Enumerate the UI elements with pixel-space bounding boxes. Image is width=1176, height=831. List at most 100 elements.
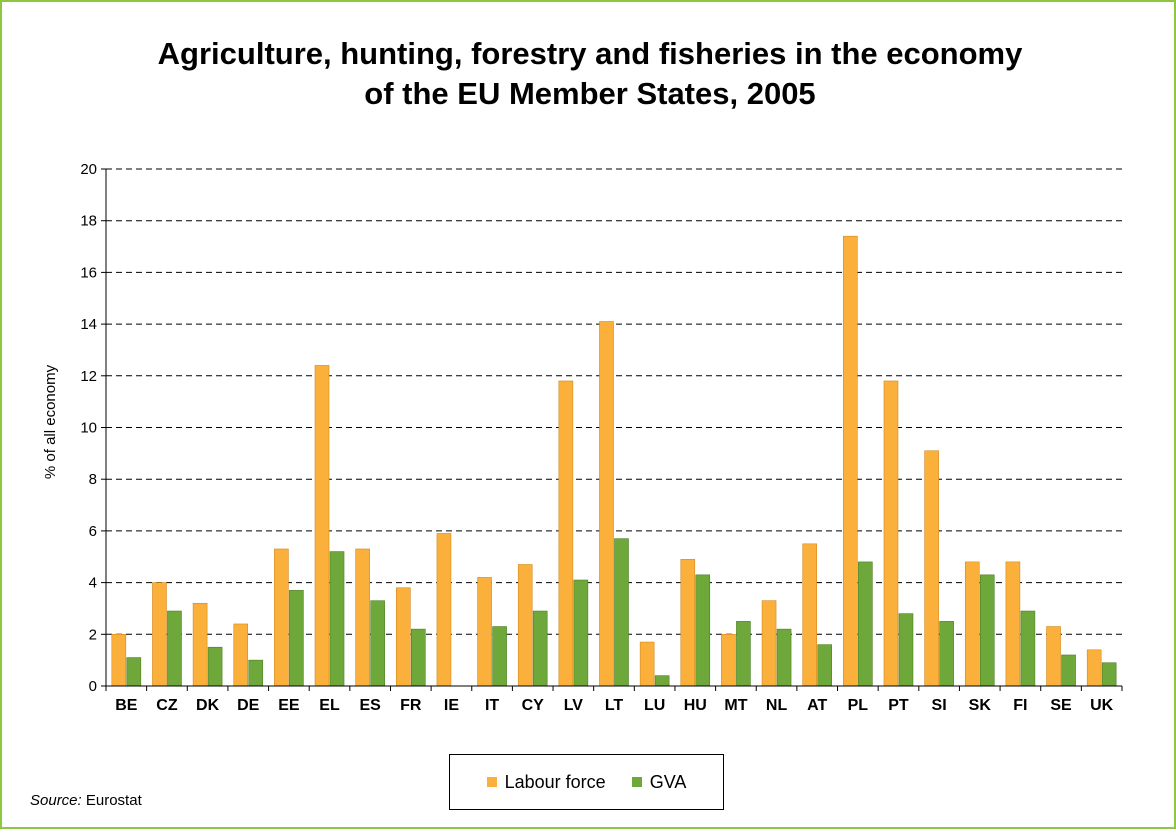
legend-label-gva: GVA (649, 771, 687, 792)
x-category-label: DK (196, 697, 220, 714)
bar-labour-force-hu (680, 559, 696, 687)
x-category-label: LT (605, 697, 624, 714)
bar-gva-fr (410, 628, 426, 687)
x-category-label: LV (564, 697, 584, 714)
bar-gva-pt (898, 613, 914, 687)
x-category-label: SI (932, 697, 947, 714)
x-category-label: CY (522, 697, 545, 714)
bar-labour-force-cy (517, 564, 533, 687)
bar-labour-force-dk (192, 602, 208, 687)
x-category-label: IT (485, 697, 499, 714)
y-tick-label: 20 (80, 161, 97, 178)
legend-swatch-labour-force (486, 777, 497, 787)
bar-gva-hu (695, 574, 711, 687)
x-category-label: EE (278, 697, 300, 714)
bar-gva-de (248, 659, 264, 687)
x-category-label: SE (1050, 697, 1072, 714)
bar-labour-force-lt (599, 321, 614, 687)
source-label: Source: (30, 792, 82, 809)
y-tick-labels: 0 2 4 6 8 10 12 14 16 18 20 (80, 161, 97, 695)
y-tick-label: 6 (89, 523, 97, 540)
x-category-label: ES (359, 697, 381, 714)
legend-label-labour-force: Labour force (504, 771, 606, 792)
x-category-label: UK (1090, 697, 1114, 714)
bar-labour-force-es (355, 548, 370, 687)
bars (111, 235, 1117, 687)
bar-labour-force-fi (1005, 561, 1021, 687)
bar-gva-dk (207, 646, 223, 687)
bar-gva-es (370, 600, 385, 687)
x-category-label: PL (848, 697, 869, 714)
x-category-label: FI (1013, 697, 1027, 714)
axes (101, 168, 1123, 691)
bar-labour-force-de (233, 623, 249, 687)
x-category-label: IE (444, 697, 459, 714)
bar-labour-force-ie (436, 533, 452, 687)
x-category-label: CZ (156, 697, 178, 714)
x-category-label: FR (400, 697, 422, 714)
bar-gva-el (329, 551, 345, 687)
chart-title-line-2: of the EU Member States, 2005 (364, 76, 816, 111)
y-tick-label: 10 (80, 420, 97, 437)
bar-labour-force-nl (761, 600, 777, 687)
bar-labour-force-el (314, 365, 330, 687)
bar-labour-force-lv (558, 380, 574, 687)
x-category-label: LU (644, 697, 665, 714)
chart-title-line-1: Agriculture, hunting, forestry and fishe… (157, 36, 1023, 71)
y-tick-label: 0 (89, 678, 97, 695)
bar-gva-lt (614, 538, 629, 687)
x-category-label: HU (684, 697, 707, 714)
bar-gva-uk (1101, 662, 1117, 687)
y-axis-label: % of all economy (42, 364, 59, 479)
bar-labour-force-mt (721, 633, 736, 687)
bar-labour-force-pt (883, 380, 899, 687)
bar-labour-force-be (111, 633, 127, 687)
bar-gva-lu (654, 675, 670, 687)
x-category-label: MT (724, 697, 747, 714)
bar-labour-force-si (924, 450, 939, 687)
bar-gva-lv (573, 579, 589, 687)
bar-gva-cz (167, 610, 182, 687)
bar-labour-force-ee (274, 548, 289, 687)
bar-labour-force-fr (395, 587, 411, 687)
legend-item-gva: GVA (631, 771, 687, 793)
bar-labour-force-pl (843, 235, 858, 687)
bar-gva-se (1061, 654, 1076, 687)
chart-title: Agriculture, hunting, forestry and fishe… (2, 34, 1176, 114)
y-tick-label: 18 (80, 213, 97, 230)
x-category-label: AT (807, 697, 827, 714)
y-tick-label: 12 (80, 368, 97, 385)
bar-labour-force-at (802, 543, 818, 687)
bar-labour-force-uk (1086, 649, 1102, 687)
bar-labour-force-cz (152, 582, 167, 687)
x-category-label: SK (969, 697, 992, 714)
legend: Labour force GVA (449, 754, 724, 810)
y-tick-label: 8 (89, 471, 97, 488)
bar-labour-force-lu (639, 641, 655, 687)
bar-gva-mt (736, 621, 751, 687)
x-category-label: NL (766, 697, 788, 714)
y-tick-label: 4 (89, 575, 97, 592)
bar-gva-ee (289, 590, 304, 687)
legend-item-labour-force: Labour force (486, 771, 606, 793)
x-category-label: PT (888, 697, 909, 714)
bar-gva-fi (1020, 610, 1036, 687)
bar-labour-force-sk (964, 561, 980, 687)
bar-gva-sk (979, 574, 995, 687)
bar-labour-force-se (1046, 626, 1061, 687)
source-value: Eurostat (85, 792, 142, 809)
legend-swatch-gva (631, 777, 642, 787)
bar-gva-be (126, 657, 142, 687)
bar-labour-force-it (477, 577, 492, 687)
x-category-label: BE (115, 697, 138, 714)
bar-gva-si (939, 621, 954, 687)
y-tick-label: 16 (80, 264, 97, 281)
source-note: Source: Eurostat (30, 792, 142, 809)
x-category-labels: BE CZ DK DE EE EL ES FR IE IT CY LV LT LU HU MT NL AT PL PT… (115, 697, 1113, 714)
y-tick-label: 14 (80, 316, 97, 333)
bar-gva-cy (532, 610, 548, 687)
y-tick-label: 2 (89, 626, 97, 643)
bar-gva-nl (776, 628, 792, 687)
